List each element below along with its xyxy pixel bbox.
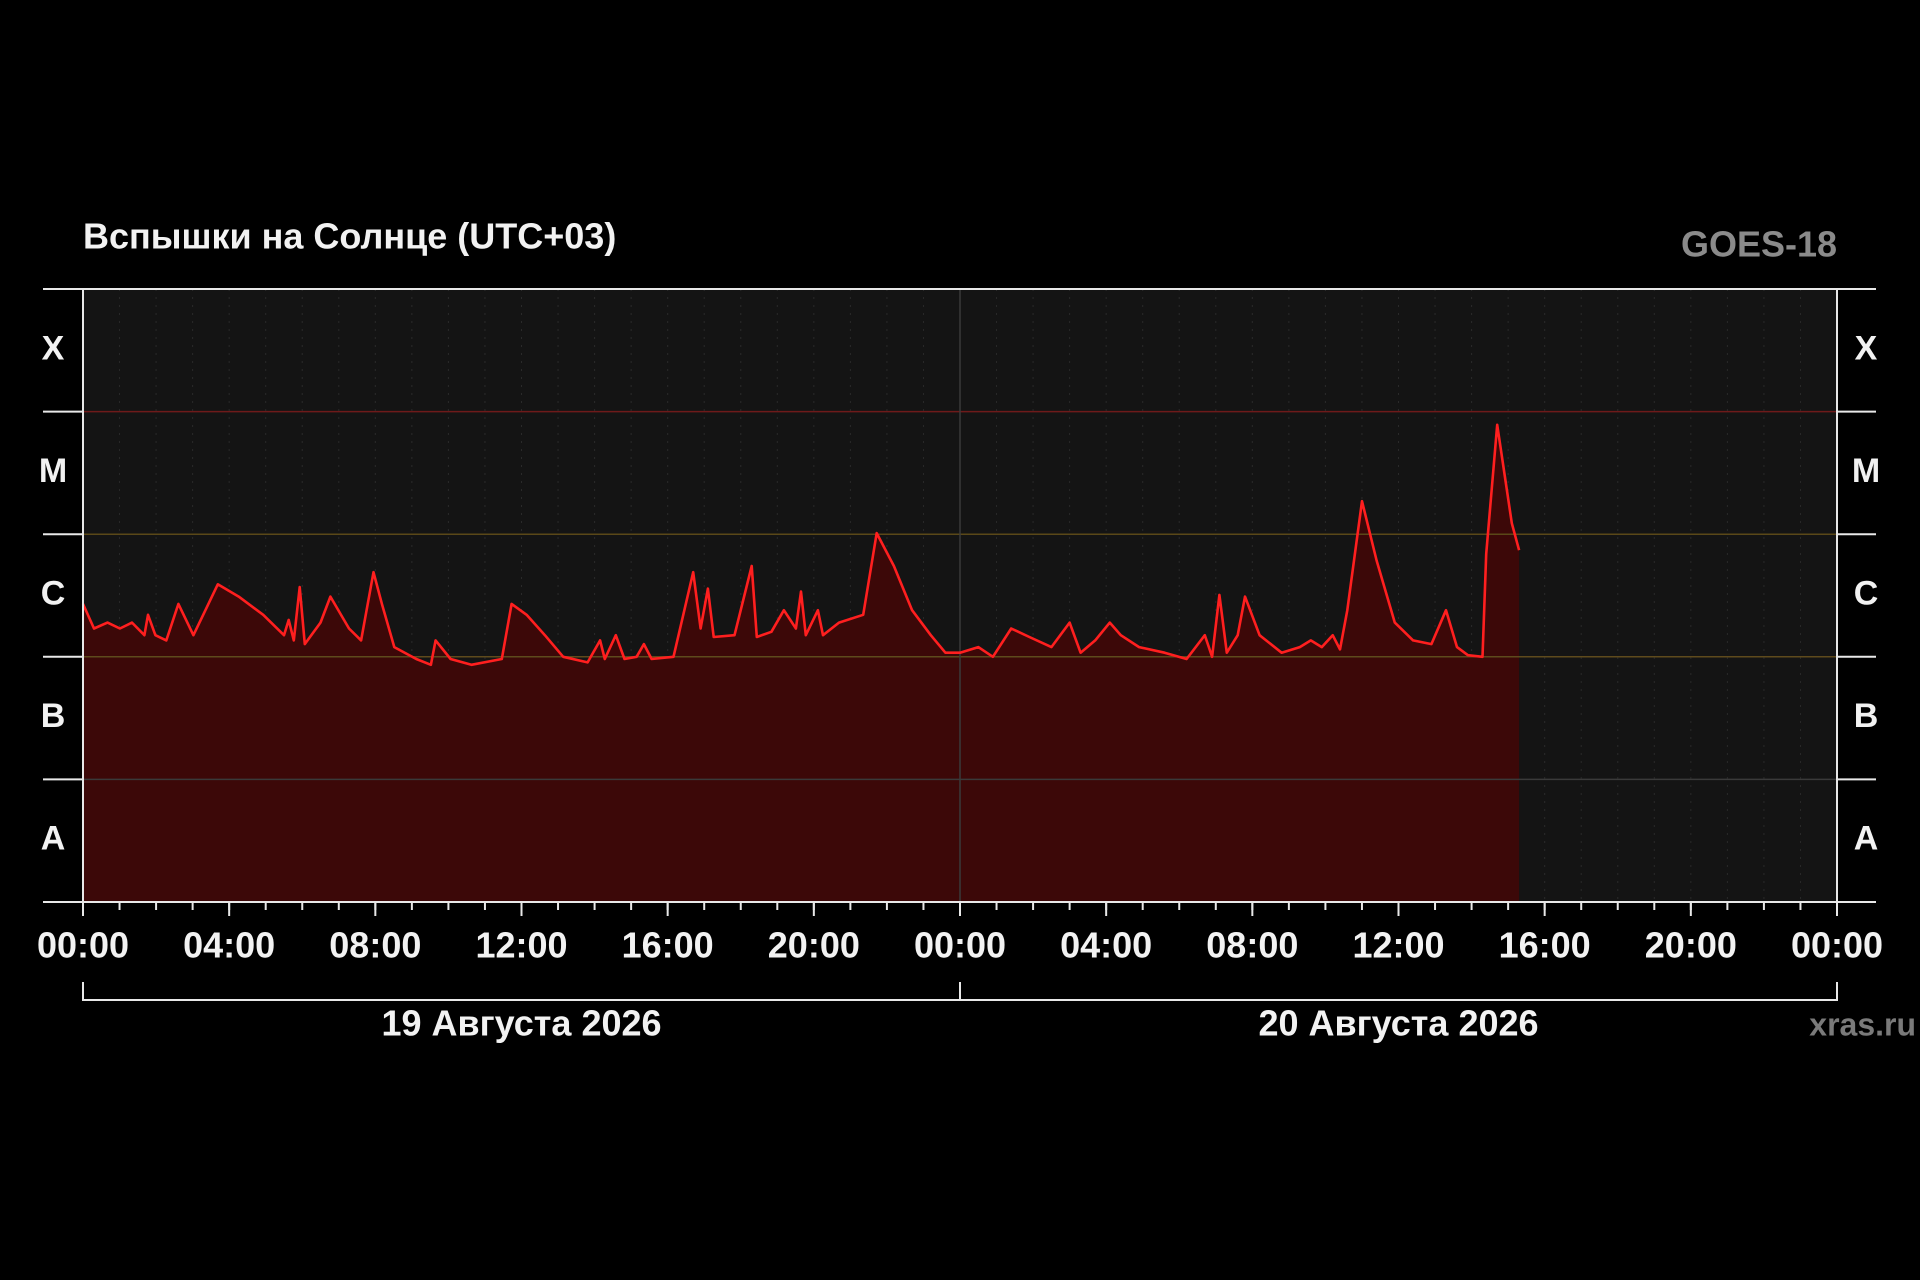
date-label: 19 Августа 2026: [381, 1003, 661, 1044]
x-tick-label: 04:00: [183, 925, 275, 966]
x-tick-label: 00:00: [914, 925, 1006, 966]
x-tick-label: 00:00: [37, 925, 129, 966]
source-label: xras.ru: [1809, 1006, 1916, 1042]
x-tick-label: 04:00: [1060, 925, 1152, 966]
x-tick-label: 20:00: [1645, 925, 1737, 966]
class-label-left: X: [42, 329, 65, 367]
station-label: GOES-18: [1681, 224, 1837, 265]
date-label: 20 Августа 2026: [1258, 1003, 1538, 1044]
class-label-right: C: [1854, 574, 1879, 612]
class-label-right: M: [1852, 452, 1880, 490]
class-label-left: B: [41, 697, 66, 735]
flux-line: [81, 423, 1521, 667]
class-label-left: C: [41, 574, 66, 612]
class-label-right: B: [1854, 697, 1879, 735]
date-bracket: [82, 982, 961, 1001]
x-tick-label: 16:00: [1499, 925, 1591, 966]
class-label-left: A: [41, 820, 66, 858]
class-label-right: A: [1854, 820, 1879, 858]
x-tick-label: 08:00: [1206, 925, 1298, 966]
x-tick-label: 12:00: [1352, 925, 1444, 966]
class-label-right: X: [1855, 329, 1878, 367]
x-tick-label: 08:00: [329, 925, 421, 966]
chart-title: Вспышки на Солнце (UTC+03): [83, 216, 616, 257]
x-tick-label: 00:00: [1791, 925, 1883, 966]
flux-area: [83, 424, 1520, 902]
x-tick-label: 12:00: [475, 925, 567, 966]
date-bracket: [959, 982, 1838, 1001]
x-tick-label: 16:00: [622, 925, 714, 966]
x-tick-label: 20:00: [768, 925, 860, 966]
class-label-left: M: [39, 452, 67, 490]
